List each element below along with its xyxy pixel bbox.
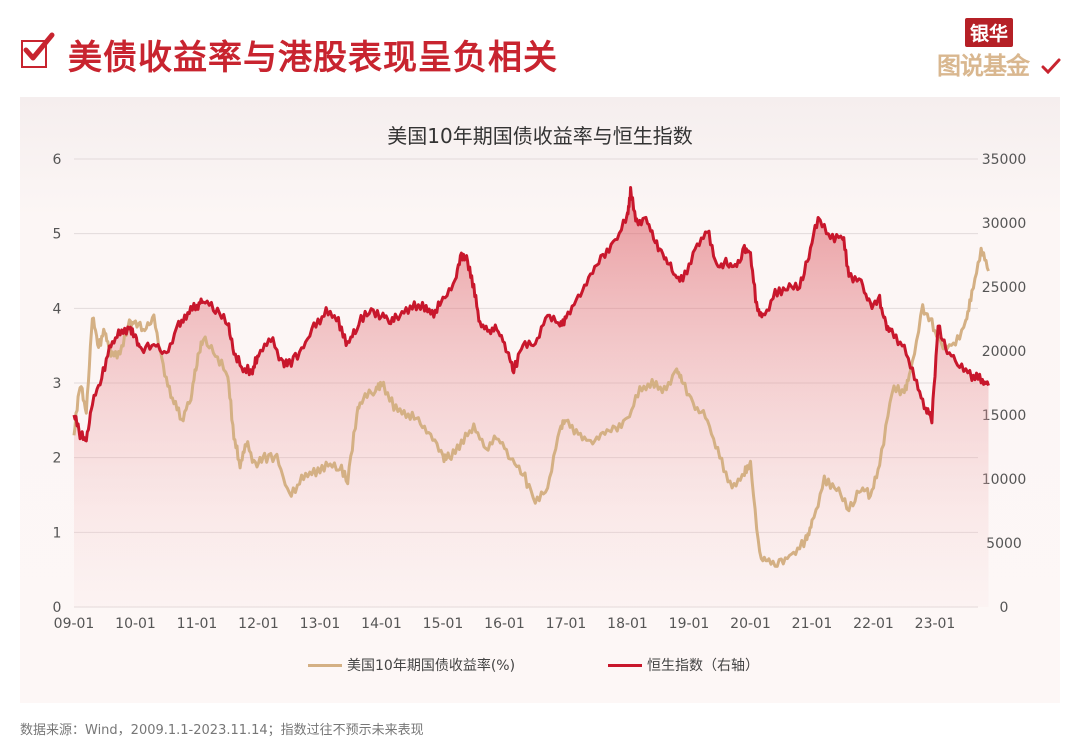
svg-text:20-01: 20-01 — [730, 616, 771, 632]
svg-text:2: 2 — [53, 451, 62, 467]
svg-text:19-01: 19-01 — [669, 616, 710, 632]
legend-swatch-yield — [308, 663, 342, 667]
svg-text:11-01: 11-01 — [177, 616, 218, 632]
svg-text:15000: 15000 — [982, 408, 1027, 424]
svg-text:13-01: 13-01 — [300, 616, 341, 632]
logo-bottom-text: 图说基金 — [937, 52, 1030, 80]
right-axis-ticks: 0 5000 10000 15000 20000 25000 30000 35000 — [982, 152, 1027, 616]
brand-logo: 银华 图说基金 — [935, 18, 1065, 80]
svg-text:5000: 5000 — [986, 536, 1022, 552]
legend-item-hsi: 恒生指数（右轴） — [608, 655, 759, 675]
svg-text:16-01: 16-01 — [484, 616, 525, 632]
svg-text:23-01: 23-01 — [915, 616, 956, 632]
svg-text:35000: 35000 — [982, 152, 1027, 168]
svg-text:10000: 10000 — [982, 472, 1027, 488]
svg-text:1: 1 — [53, 525, 62, 541]
hsi-series-line — [72, 186, 990, 443]
left-axis-ticks: 0 1 2 3 4 5 6 — [53, 152, 62, 616]
logo-check-icon — [1041, 58, 1061, 74]
chart-title: 美国10年期国债收益率与恒生指数 — [387, 124, 693, 148]
svg-text:3: 3 — [53, 376, 62, 392]
svg-text:14-01: 14-01 — [361, 616, 402, 632]
svg-text:12-01: 12-01 — [238, 616, 279, 632]
svg-text:17-01: 17-01 — [546, 616, 587, 632]
svg-text:0: 0 — [53, 600, 62, 616]
checkbox-icon — [21, 32, 55, 68]
svg-text:09-01: 09-01 — [54, 616, 95, 632]
page-title: 美债收益率与港股表现呈负相关 — [68, 38, 558, 78]
svg-text:0: 0 — [1000, 600, 1009, 616]
svg-text:20000: 20000 — [982, 344, 1027, 360]
header: 美债收益率与港股表现呈负相关 银华 图说基金 — [0, 0, 1080, 95]
legend-swatch-hsi — [608, 663, 642, 667]
legend-label-yield: 美国10年期国债收益率(%) — [347, 658, 516, 674]
logo-top-text: 银华 — [965, 18, 1014, 47]
data-source-note: 数据来源：Wind，2009.1.1-2023.11.14；指数过往不预示未来表… — [20, 723, 424, 738]
svg-text:10-01: 10-01 — [115, 616, 156, 632]
legend-label-hsi: 恒生指数（右轴） — [647, 658, 759, 674]
svg-text:18-01: 18-01 — [607, 616, 648, 632]
legend-item-yield: 美国10年期国债收益率(%) — [308, 655, 515, 675]
svg-text:21-01: 21-01 — [792, 616, 833, 632]
x-axis-ticks: 09-01 10-01 11-01 12-01 13-01 14-01 15-01 16-01… — [54, 616, 956, 632]
svg-text:25000: 25000 — [982, 280, 1027, 296]
svg-text:22-01: 22-01 — [853, 616, 894, 632]
svg-text:6: 6 — [53, 152, 62, 168]
svg-text:15-01: 15-01 — [423, 616, 464, 632]
svg-text:5: 5 — [53, 227, 62, 243]
svg-text:4: 4 — [53, 301, 62, 317]
hsi-area-fill — [74, 187, 989, 607]
yield-series-line — [72, 246, 990, 568]
svg-text:30000: 30000 — [982, 216, 1027, 232]
